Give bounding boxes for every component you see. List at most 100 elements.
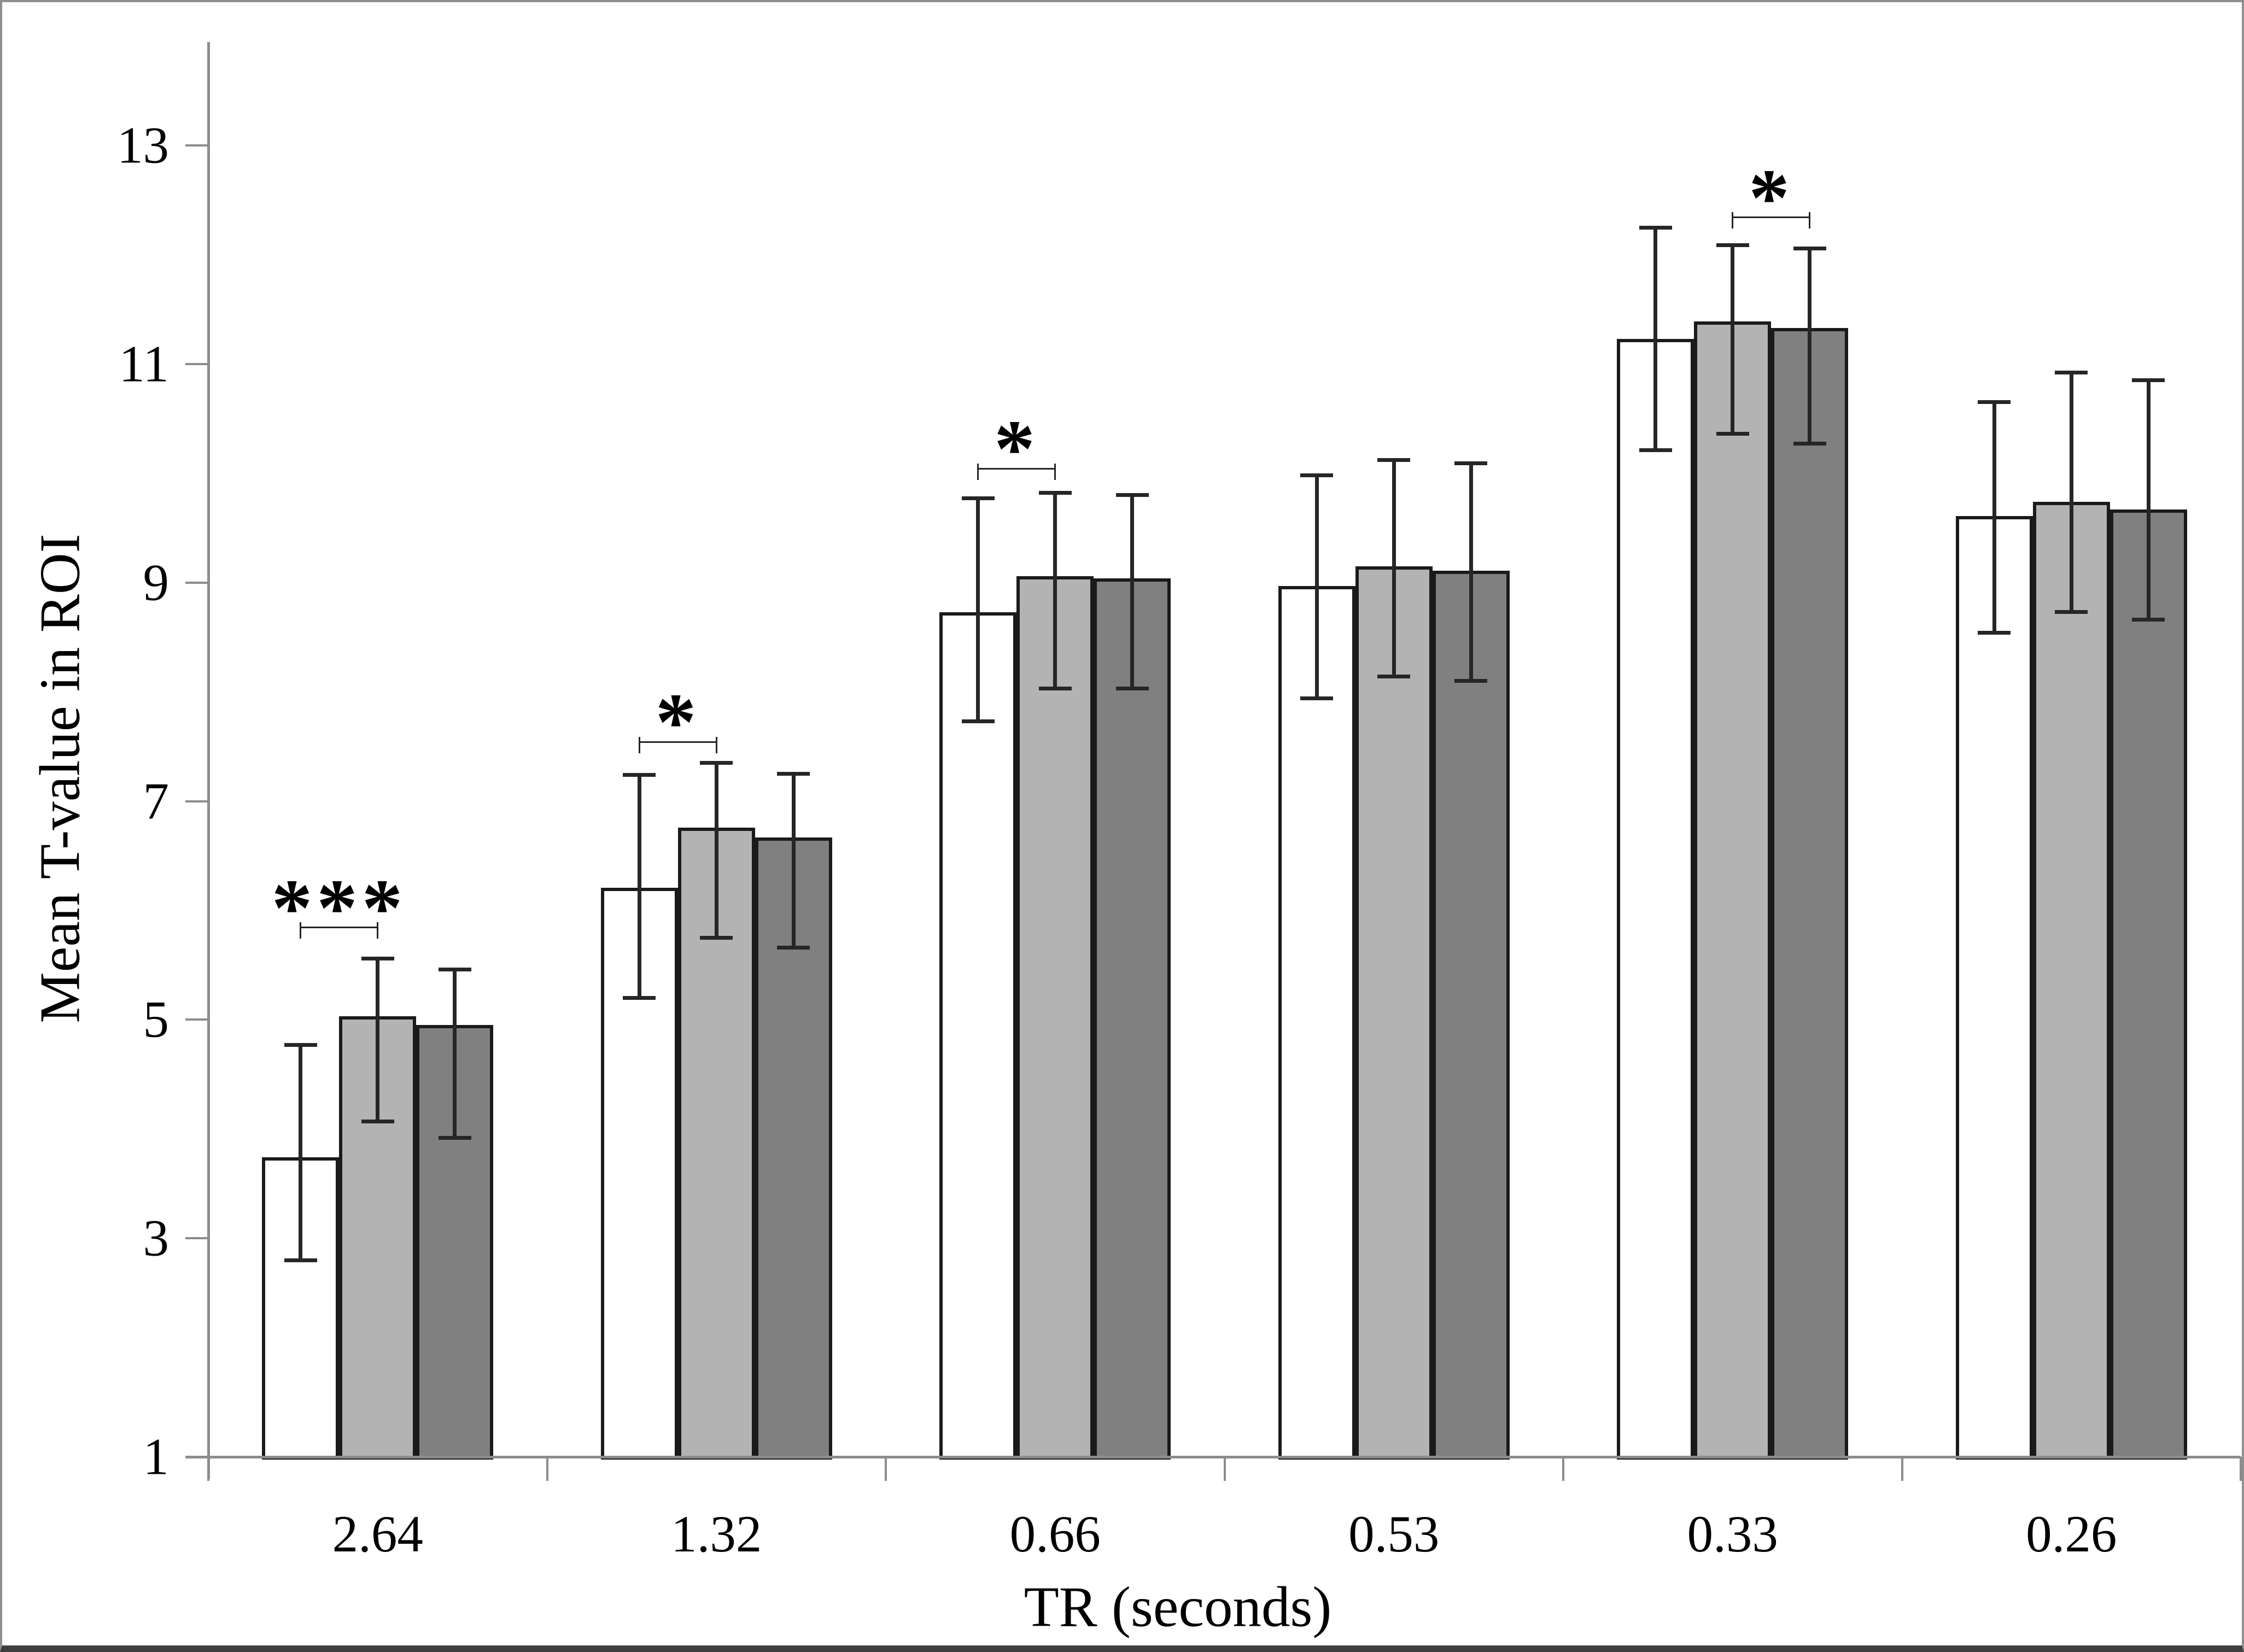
bar-dark_gray	[2109, 509, 2187, 1460]
error-bar-line	[2069, 372, 2073, 612]
error-bar-cap-top	[1454, 461, 1488, 466]
y-axis-title: Mean T-value in ROI	[27, 534, 92, 1023]
error-bar-cap-top	[361, 956, 394, 960]
error-bar-cap-top	[1978, 400, 2011, 405]
x-category-label: 2.64	[332, 1505, 423, 1563]
error-bar-cap-top	[1038, 491, 1072, 495]
significance-bracket-end	[1732, 212, 1734, 229]
error-bar-line	[637, 775, 641, 998]
significance-bracket	[639, 741, 717, 743]
x-boundary-tick	[207, 1457, 209, 1481]
y-tick	[185, 144, 208, 147]
error-bar-cap-bottom	[2132, 618, 2165, 622]
bar-light_gray	[1016, 576, 1094, 1460]
x-boundary-tick	[1901, 1457, 1903, 1481]
y-tick	[185, 800, 208, 802]
error-bar-line	[453, 969, 457, 1138]
error-bar-cap-top	[623, 773, 656, 777]
significance-bracket-end	[977, 463, 979, 480]
x-category-label: 0.66	[1009, 1505, 1101, 1563]
bar-light_gray	[677, 827, 755, 1460]
significance-bracket	[978, 467, 1055, 470]
x-category-label: 0.53	[1348, 1505, 1440, 1563]
error-bar-cap-bottom	[361, 1119, 394, 1123]
significance-stars: ***	[271, 862, 407, 953]
y-tick-label: 9	[143, 553, 170, 612]
x-axis-title: TR (seconds)	[1024, 1574, 1332, 1639]
x-axis-line	[185, 1455, 2241, 1458]
x-category-label: 1.32	[671, 1505, 762, 1563]
error-bar-cap-top	[1716, 243, 1749, 247]
error-bar-line	[791, 774, 796, 948]
error-bar-cap-top	[1793, 246, 1826, 250]
error-bar-cap-bottom	[438, 1135, 471, 1140]
significance-bracket-end	[1054, 463, 1056, 480]
bar-white	[1617, 339, 1694, 1460]
error-bar-line	[1808, 248, 1812, 444]
y-tick-label: 11	[119, 335, 169, 393]
significance-stars: *	[655, 677, 700, 768]
error-bar-cap-top	[961, 496, 995, 501]
error-bar-cap-bottom	[284, 1258, 317, 1262]
error-bar-line	[1992, 402, 1996, 633]
significance-bracket-end	[1809, 212, 1811, 229]
x-boundary-tick	[1562, 1457, 1564, 1481]
error-bar-cap-bottom	[1454, 679, 1488, 683]
significance-bracket	[300, 927, 378, 929]
error-bar-cap-bottom	[1716, 432, 1749, 436]
y-tick-label: 13	[117, 116, 169, 174]
error-bar-cap-bottom	[961, 719, 995, 724]
x-boundary-tick	[1223, 1457, 1226, 1481]
error-bar-cap-top	[284, 1042, 317, 1047]
bar-light_gray	[1355, 566, 1433, 1460]
y-tick	[185, 363, 208, 365]
error-bar-line	[1392, 460, 1396, 677]
x-boundary-tick	[885, 1457, 887, 1481]
x-boundary-tick	[546, 1457, 548, 1481]
error-bar-cap-bottom	[1300, 696, 1334, 701]
x-category-label: 0.33	[1687, 1505, 1778, 1563]
error-bar-line	[376, 958, 380, 1122]
error-bar-cap-top	[777, 772, 810, 776]
error-bar-line	[1130, 495, 1135, 689]
error-bar-cap-top	[700, 761, 733, 765]
error-bar-line	[2146, 380, 2150, 620]
significance-stars: *	[994, 403, 1039, 495]
error-bar-cap-top	[438, 967, 471, 971]
bar-dark_gray	[1432, 570, 1510, 1460]
error-bar-cap-bottom	[1038, 687, 1072, 691]
error-bar-line	[299, 1045, 303, 1261]
significance-bracket	[1732, 216, 1810, 219]
error-bar-cap-top	[2132, 378, 2165, 383]
y-tick-label: 3	[143, 1209, 170, 1267]
significance-bracket-end	[715, 736, 717, 753]
significance-bracket-end	[300, 922, 302, 939]
error-bar-line	[1653, 227, 1658, 450]
x-category-label: 0.26	[2026, 1505, 2117, 1563]
error-bar-cap-top	[1639, 225, 1672, 230]
bar-white	[939, 612, 1017, 1460]
error-bar-cap-bottom	[2055, 610, 2088, 614]
bar-dark_gray	[1771, 328, 1849, 1460]
bar-light_gray	[2032, 501, 2110, 1460]
error-bar-cap-bottom	[1639, 448, 1672, 453]
y-tick	[185, 581, 208, 584]
error-bar-cap-bottom	[1377, 675, 1411, 679]
error-bar-cap-top	[1300, 473, 1334, 478]
significance-bracket-end	[377, 922, 379, 939]
error-bar-line	[1469, 463, 1473, 681]
error-bar-cap-bottom	[700, 935, 733, 940]
error-bar-cap-top	[1377, 458, 1411, 462]
y-tick	[185, 1018, 208, 1021]
y-axis-line	[207, 42, 210, 1479]
error-bar-line	[1053, 493, 1057, 689]
error-bar-cap-bottom	[623, 995, 656, 1000]
y-tick	[185, 1237, 208, 1240]
error-bar-cap-bottom	[1978, 631, 2011, 635]
error-bar-line	[714, 763, 718, 938]
x-boundary-tick	[2240, 1457, 2242, 1481]
error-bar-cap-bottom	[1793, 442, 1826, 446]
bar-white	[1955, 515, 2033, 1460]
y-tick-label: 5	[143, 990, 170, 1048]
